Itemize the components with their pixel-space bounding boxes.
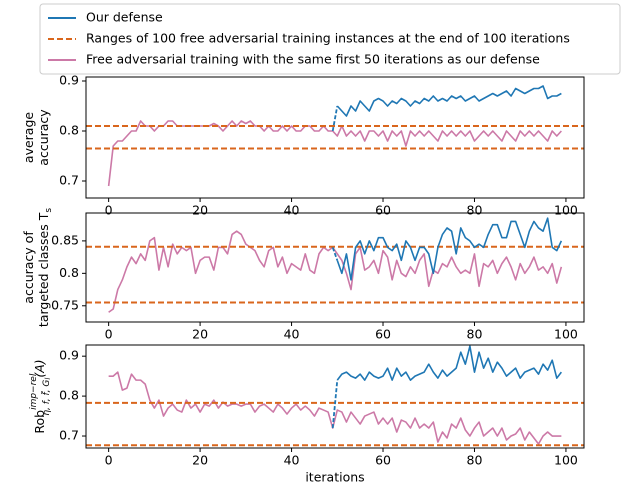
series-line xyxy=(108,371,562,445)
label-base: Rob xyxy=(32,410,47,434)
x-tick-label: 40 xyxy=(284,203,300,218)
y-axis-label: average xyxy=(21,112,36,163)
y-tick-label: 0.8 xyxy=(59,123,79,138)
label-sup: imp−rel xyxy=(29,373,39,410)
legend-label: Ranges of 100 free adversarial training … xyxy=(86,31,570,46)
x-tick-label: 40 xyxy=(284,453,300,468)
y-axis-label: Robimp−rel η, f, f̃, Gl(A) xyxy=(29,359,53,433)
legend-box xyxy=(39,3,621,75)
x-tick-label: 20 xyxy=(192,327,208,342)
x-axis-label: iterations xyxy=(305,470,364,485)
y-axis-label-text: average xyxy=(21,112,36,163)
y-tick-label: 0.9 xyxy=(59,73,79,88)
series-connector xyxy=(331,105,339,132)
series-line xyxy=(336,85,562,117)
plot-area xyxy=(86,85,584,187)
x-tick-label: 80 xyxy=(467,453,483,468)
y-axis-label-sub: s xyxy=(44,208,54,213)
axes-frame xyxy=(85,76,585,199)
x-tick-label: 0 xyxy=(105,453,113,468)
x-tick-label: 20 xyxy=(192,453,208,468)
legend-label: Free adversarial training with the same … xyxy=(86,52,540,67)
y-tick-label: 0.7 xyxy=(59,428,79,443)
legend: Our defense Ranges of 100 free adversaria… xyxy=(39,3,621,75)
x-tick-label: 20 xyxy=(192,203,208,218)
label-sub: η, f, f̃, G xyxy=(40,380,52,416)
x-tick-label: 0 xyxy=(105,327,113,342)
x-tick-label: 80 xyxy=(467,203,483,218)
x-tick-label: 60 xyxy=(375,203,391,218)
series-connector xyxy=(331,247,339,261)
series-line xyxy=(336,345,562,381)
y-axis-label: accuracy xyxy=(36,109,51,166)
x-tick-label: 100 xyxy=(554,453,578,468)
legend-label: Our defense xyxy=(86,10,163,25)
axes-frame xyxy=(85,212,585,323)
y-tick-label: 0.7 xyxy=(59,173,79,188)
label-suffix: (A) xyxy=(32,359,47,377)
y-axis-label-text: accuracy xyxy=(36,109,51,166)
series-line xyxy=(107,120,562,187)
x-tick-label: 60 xyxy=(375,327,391,342)
x-tick-label: 40 xyxy=(284,327,300,342)
label-subsub: l xyxy=(44,378,52,380)
x-tick-label: 100 xyxy=(554,327,578,342)
series-connector xyxy=(331,380,339,429)
y-axis-label-text: targeted classes T xyxy=(36,212,51,327)
series-line xyxy=(336,217,563,281)
x-tick-label: 0 xyxy=(105,203,113,218)
y-tick-label: 0.8 xyxy=(59,388,79,403)
axes-frame xyxy=(85,344,585,449)
y-tick-label: 0.9 xyxy=(59,348,79,363)
y-tick-label: 0.85 xyxy=(51,232,79,247)
plot-area xyxy=(86,217,584,313)
y-axis-label-text: accuracy of xyxy=(21,231,36,304)
y-tick-label: 0.75 xyxy=(51,297,79,312)
series-line xyxy=(108,230,563,313)
y-axis-label: targeted classes Ts xyxy=(36,208,54,327)
x-tick-label: 60 xyxy=(375,453,391,468)
x-tick-label: 100 xyxy=(554,203,578,218)
plot-area xyxy=(86,345,584,447)
x-tick-label: 80 xyxy=(467,327,483,342)
y-axis-label: accuracy of xyxy=(21,231,36,304)
y-tick-label: 0.8 xyxy=(59,265,79,280)
